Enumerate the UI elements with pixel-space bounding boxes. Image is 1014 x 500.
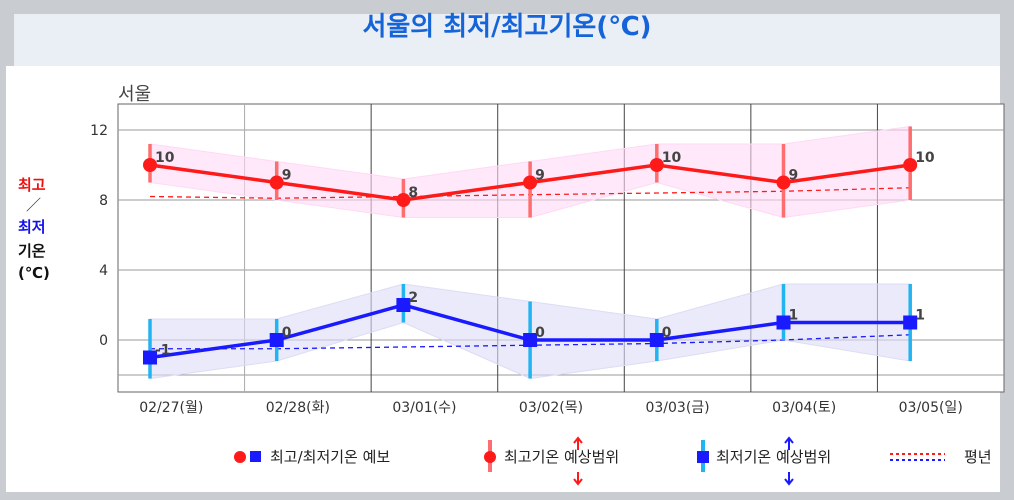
- data-label: 2: [408, 290, 418, 306]
- y-tick-label: 4: [99, 263, 108, 279]
- data-point: [776, 175, 791, 190]
- x-tick-label: 02/28(화): [266, 400, 330, 416]
- data-label: 10: [662, 150, 682, 166]
- y-axis-label-slash: ／: [26, 196, 42, 214]
- data-label: 9: [789, 168, 799, 184]
- x-tick-label: 02/27(월): [139, 400, 203, 416]
- x-tick-label: 03/05(일): [899, 400, 963, 416]
- legend-normal-label: 평년: [964, 448, 992, 466]
- y-axis-label-temp: 기온: [18, 242, 46, 260]
- data-point: [903, 158, 918, 172]
- legend-down-arrow-icon: [573, 472, 583, 486]
- data-label: 0: [535, 325, 545, 341]
- y-tick-label: 8: [99, 193, 108, 209]
- data-point: [269, 175, 284, 190]
- legend-low-range-label: 최저기온 예상범위: [716, 448, 831, 466]
- data-point: [649, 158, 664, 172]
- legend-low-range-marker: [697, 451, 709, 463]
- data-point: [143, 350, 157, 365]
- data-point: [269, 333, 284, 347]
- data-point: [143, 158, 157, 172]
- legend-up-arrow-icon: [573, 436, 583, 450]
- data-point: [523, 175, 538, 190]
- data-label: 10: [915, 150, 935, 166]
- data-point: [396, 193, 411, 207]
- x-tick-label: 03/01(수): [392, 400, 456, 416]
- data-label: -1: [155, 343, 171, 359]
- page-title: 서울의 최저/최고기온(℃): [362, 12, 652, 42]
- data-point: [776, 315, 791, 330]
- data-label: 1: [789, 308, 799, 324]
- legend-forecast-label: 최고/최저기온 예보: [270, 448, 390, 466]
- legend-high-range-marker: [484, 451, 496, 463]
- legend-high-range-label: 최고기온 예상범위: [504, 448, 619, 466]
- data-label: 0: [282, 325, 292, 341]
- y-axis-label-high: 최고: [18, 176, 46, 194]
- legend-low-down-arrow-icon: [784, 472, 794, 486]
- x-tick-label: 03/03(금): [645, 400, 709, 416]
- data-point: [903, 315, 918, 330]
- legend-low-up-arrow-icon: [784, 436, 794, 450]
- data-point: [523, 333, 538, 347]
- y-tick-label: 0: [99, 333, 108, 349]
- title-bar: [14, 14, 1000, 66]
- legend-low-marker: [250, 451, 261, 462]
- data-label: 1: [915, 308, 925, 324]
- y-tick-label: 12: [90, 123, 108, 139]
- data-label: 9: [282, 168, 292, 184]
- data-point: [396, 298, 411, 312]
- x-tick-label: 03/02(목): [519, 400, 583, 416]
- data-label: 0: [662, 325, 672, 341]
- legend-high-marker: [234, 451, 246, 463]
- data-label: 10: [155, 150, 175, 166]
- data-point: [649, 333, 664, 347]
- data-label: 8: [408, 185, 418, 201]
- data-label: 9: [535, 168, 545, 184]
- y-axis-label-low: 최저: [18, 218, 46, 236]
- x-tick-label: 03/04(토): [772, 400, 836, 416]
- y-axis-label-unit: (℃): [18, 264, 50, 282]
- city-label: 서울: [118, 84, 152, 105]
